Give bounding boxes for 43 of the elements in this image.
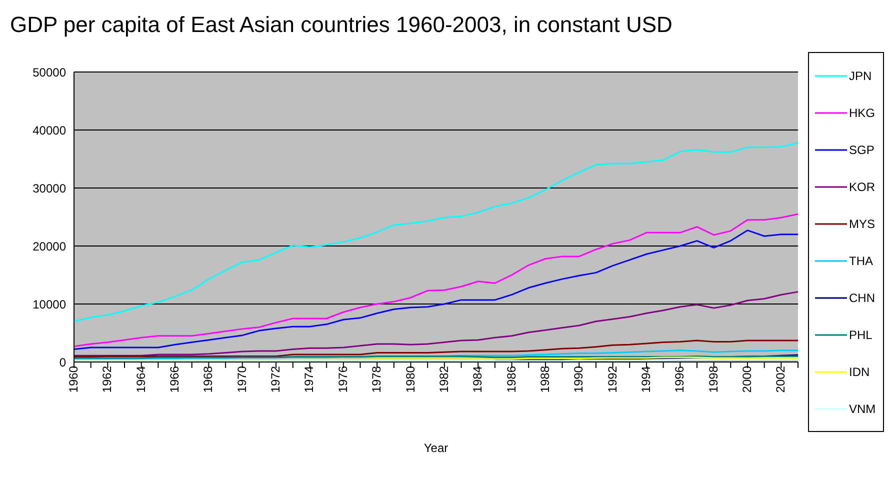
y-tick-label: 20000 — [32, 239, 66, 254]
x-tick-label: 1974 — [302, 366, 316, 393]
x-tick-label: 1978 — [370, 366, 384, 393]
x-tick-label: 1986 — [504, 366, 518, 393]
y-tick-label: 30000 — [32, 181, 66, 196]
legend-label: CHN — [849, 290, 875, 304]
line-series — [73, 291, 799, 356]
legend-label: KOR — [849, 180, 876, 194]
x-tick-label: 1970 — [234, 366, 249, 393]
x-tick-label: 1998 — [706, 366, 720, 393]
x-tick-label: 1960 — [66, 366, 81, 393]
x-tick-label: 2002 — [774, 366, 788, 393]
x-tick-label: 1976 — [336, 366, 350, 393]
chart-title: GDP per capita of East Asian countries 1960-2003, in constant USD — [9, 11, 674, 39]
x-tick-label: 1982 — [436, 366, 451, 393]
y-tick-label: 10000 — [32, 297, 66, 312]
legend-label: SGP — [849, 142, 874, 156]
x-tick-label: 1992 — [605, 366, 620, 393]
line-series — [73, 340, 799, 358]
x-tick-label: 1962 — [100, 366, 114, 393]
x-tick-label: 1994 — [638, 366, 653, 393]
x-tick-label: 1988 — [538, 366, 552, 393]
legend-label: JPN — [849, 68, 872, 82]
line-series — [73, 142, 799, 322]
x-axis-title: Year — [424, 441, 448, 455]
x-tick-label: 1984 — [470, 366, 485, 393]
y-tick-label: 0 — [59, 355, 66, 370]
legend-label: PHL — [849, 328, 872, 342]
legend-label: MYS — [849, 216, 876, 230]
x-tick-label: 1980 — [403, 366, 418, 393]
x-tick-label: 1972 — [268, 366, 283, 393]
x-tick-label: 1990 — [572, 366, 586, 393]
legend-label: HKG — [849, 106, 876, 120]
legend-label: VNM — [849, 402, 876, 416]
y-tick-label: 50000 — [32, 65, 66, 80]
x-tick-label: 1996 — [672, 366, 687, 393]
x-tick-label: 1966 — [168, 366, 182, 393]
y-tick-label: 40000 — [32, 123, 66, 138]
x-tick-label: 2000 — [740, 366, 754, 393]
x-tick-label: 1964 — [134, 366, 148, 393]
legend-label: THA — [849, 254, 873, 268]
legend-label: IDN — [849, 364, 870, 378]
x-tick-label: 1968 — [201, 366, 216, 393]
